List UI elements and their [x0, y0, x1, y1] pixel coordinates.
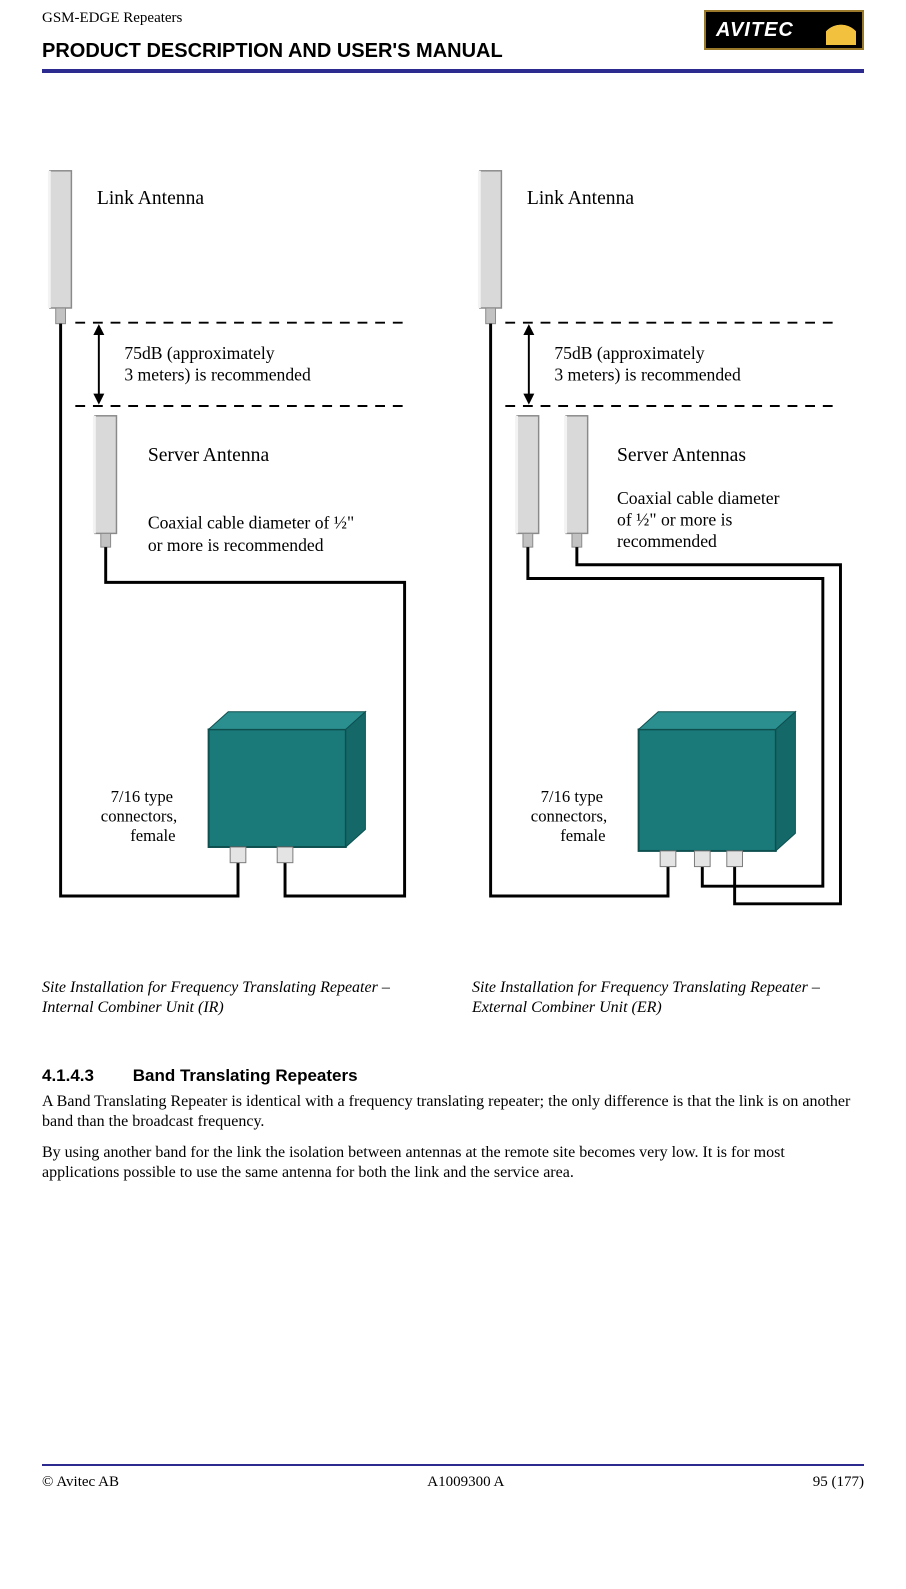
server-antenna-label: Server Antenna [148, 445, 270, 466]
coax-text-1: Coaxial cable diameter [617, 488, 780, 508]
section-number: 4.1.4.3 [42, 1066, 128, 1086]
link-antenna-label: Link Antenna [97, 188, 205, 209]
paragraph-1: A Band Translating Repeater is identical… [42, 1092, 864, 1133]
server-antenna-2 [564, 416, 588, 547]
connector-text-2: connectors, [531, 807, 607, 826]
caption-right: Site Installation for Frequency Translat… [472, 978, 864, 1018]
repeater-box [639, 712, 796, 867]
footer-center: A1009300 A [427, 1474, 504, 1491]
footer-right: 95 (177) [813, 1474, 864, 1491]
coax-text-3: recommended [617, 531, 717, 551]
brand-logo: AVITEC [704, 10, 864, 50]
link-antenna [478, 171, 502, 324]
coax-text-2: or more is recommended [148, 535, 324, 555]
link-antenna-label: Link Antenna [527, 188, 635, 209]
header-rule [42, 69, 864, 73]
paragraph-2: By using another band for the link the i… [42, 1143, 864, 1184]
logo-text: AVITEC [716, 19, 794, 42]
footer-left: © Avitec AB [42, 1474, 119, 1491]
connector-text-1: 7/16 type [111, 787, 173, 806]
section-heading: 4.1.4.3 Band Translating Repeaters [42, 1066, 864, 1086]
connector-text-2: connectors, [101, 807, 177, 826]
footer-rule [42, 1464, 864, 1466]
connector-text-1: 7/16 type [541, 787, 603, 806]
server-antennas-label: Server Antennas [617, 445, 746, 466]
header-line1: GSM-EDGE Repeaters [42, 10, 182, 27]
coax-text-1: Coaxial cable diameter of ½" [148, 513, 354, 533]
separation-text-1: 75dB (approximately [554, 343, 704, 363]
repeater-box [209, 712, 366, 863]
separation-text-2: 3 meters) is recommended [124, 365, 311, 385]
caption-left: Site Installation for Frequency Translat… [42, 978, 434, 1018]
server-antenna [93, 416, 117, 547]
separation-text-1: 75dB (approximately [124, 343, 274, 363]
server-antenna-1 [515, 416, 539, 547]
coax-text-2: of ½" or more is [617, 510, 733, 530]
section-title: Band Translating Repeaters [133, 1066, 358, 1085]
link-antenna [48, 171, 72, 324]
separation-text-2: 3 meters) is recommended [554, 365, 741, 385]
connector-text-3: female [130, 826, 175, 845]
sun-icon [826, 15, 856, 45]
diagram-ir: Link Antenna 75dB (approximately 3 meter… [42, 163, 434, 948]
diagram-er: Link Antenna 75dB (approximately 3 meter… [472, 163, 864, 948]
connector-text-3: female [560, 826, 605, 845]
